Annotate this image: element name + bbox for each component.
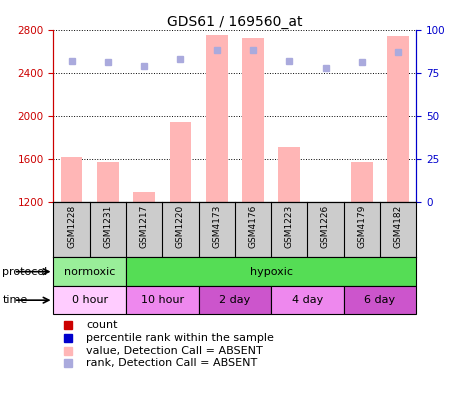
Bar xyxy=(126,257,416,286)
Text: GSM1226: GSM1226 xyxy=(321,205,330,248)
Text: GSM1231: GSM1231 xyxy=(103,205,113,248)
Text: count: count xyxy=(86,320,118,330)
Text: GSM1217: GSM1217 xyxy=(140,205,149,248)
Text: GSM1228: GSM1228 xyxy=(67,205,76,248)
Text: GSM4179: GSM4179 xyxy=(357,205,366,248)
Text: GSM1220: GSM1220 xyxy=(176,205,185,248)
Bar xyxy=(170,122,191,202)
Text: 10 hour: 10 hour xyxy=(141,295,184,305)
Title: GDS61 / 169560_at: GDS61 / 169560_at xyxy=(167,15,303,29)
Text: 4 day: 4 day xyxy=(292,295,323,305)
Text: rank, Detection Call = ABSENT: rank, Detection Call = ABSENT xyxy=(86,358,257,368)
Text: normoxic: normoxic xyxy=(64,267,115,277)
Bar xyxy=(61,157,82,202)
Text: value, Detection Call = ABSENT: value, Detection Call = ABSENT xyxy=(86,346,263,356)
Text: 0 hour: 0 hour xyxy=(72,295,108,305)
Text: GSM4176: GSM4176 xyxy=(248,205,258,248)
Text: percentile rank within the sample: percentile rank within the sample xyxy=(86,333,274,343)
Text: protocol: protocol xyxy=(2,267,47,277)
Text: GSM4173: GSM4173 xyxy=(212,205,221,248)
Text: GSM1223: GSM1223 xyxy=(285,205,294,248)
Text: time: time xyxy=(2,295,27,305)
Bar xyxy=(206,35,227,202)
Bar xyxy=(199,286,271,314)
Text: 6 day: 6 day xyxy=(365,295,395,305)
Text: hypoxic: hypoxic xyxy=(250,267,292,277)
Text: GSM4182: GSM4182 xyxy=(393,205,403,248)
Bar xyxy=(351,162,372,202)
Bar xyxy=(387,36,409,202)
Bar xyxy=(97,162,119,202)
Bar xyxy=(53,257,126,286)
Bar xyxy=(344,286,416,314)
Text: 2 day: 2 day xyxy=(219,295,251,305)
Bar xyxy=(53,286,126,314)
Bar xyxy=(126,286,199,314)
Bar xyxy=(133,192,155,202)
Bar xyxy=(279,147,300,202)
Bar xyxy=(242,38,264,202)
Bar xyxy=(271,286,344,314)
